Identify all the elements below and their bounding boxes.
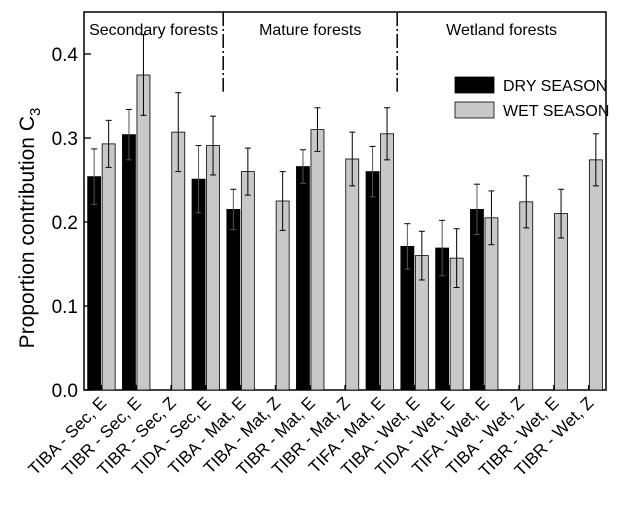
y-tick-label: 0.0	[52, 381, 78, 402]
bar-wet-season	[345, 158, 360, 391]
y-axis-label-subscript: 3	[27, 108, 44, 116]
bar-dry-season	[470, 208, 484, 391]
bar-wet-season	[206, 145, 220, 391]
bar-wet-season	[101, 143, 116, 391]
legend-swatch-dry	[454, 76, 495, 94]
legend-label-wet: WET SEASON	[503, 103, 609, 120]
bar-wet-season	[310, 129, 325, 391]
bar-wet-season	[380, 133, 394, 391]
bar-wet-season	[588, 159, 603, 391]
legend-label-dry: DRY SEASON	[503, 78, 607, 95]
bar-dry-season	[296, 166, 310, 391]
group-label: Secondary forests	[89, 22, 218, 39]
legend-swatch-wet	[454, 101, 495, 119]
bar-dry-season	[122, 134, 136, 391]
bar-wet-season	[554, 213, 568, 391]
group-label: Mature forests	[259, 22, 361, 39]
y-tick-label: 0.2	[52, 213, 78, 234]
bar-dry-season	[87, 176, 102, 391]
y-tick-label: 0.4	[52, 45, 79, 66]
bar-dry-season	[365, 171, 380, 391]
y-axis-label-text: Proportion contribution C	[16, 116, 39, 348]
bar-wet-season	[240, 171, 255, 391]
group-label: Wetland forests	[446, 22, 557, 39]
y-tick-label: 0.3	[52, 129, 78, 150]
bar-wet-season	[136, 74, 151, 391]
bar-dry-season	[226, 208, 241, 391]
y-axis-label: Proportion contribution C3	[16, 108, 44, 349]
y-tick-label: 0.1	[52, 297, 78, 318]
plot-area: 0.0 0.1 0.2 0.3 0.4 Secondary forests Mature f…	[25, 11, 609, 481]
bar-wet-season	[519, 201, 534, 391]
